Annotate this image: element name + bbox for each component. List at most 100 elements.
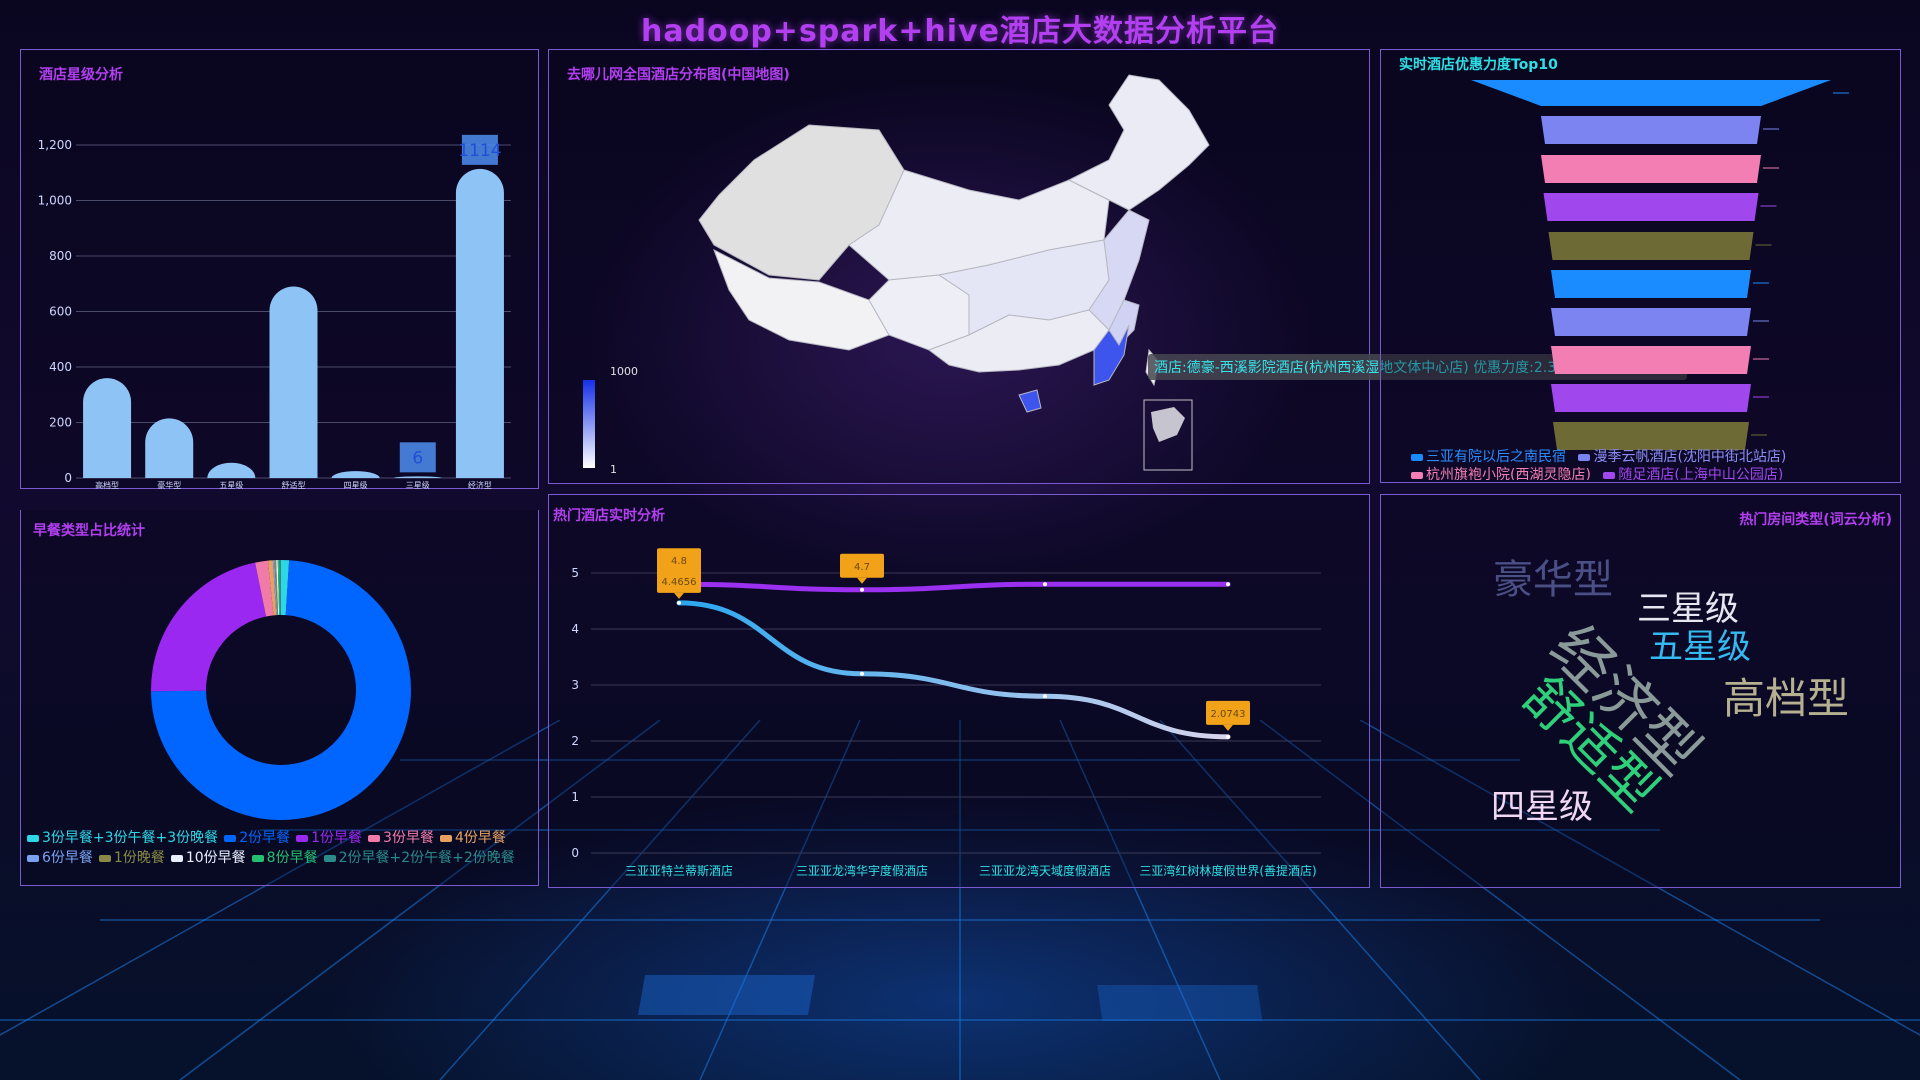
breakfast-legend-item[interactable]: 8份早餐: [251, 848, 318, 868]
china-map[interactable]: [549, 50, 1371, 485]
mark-point-label: 4.4656: [662, 577, 697, 588]
top10-legend-item[interactable]: 随足酒店(上海中山公园店): [1603, 466, 1783, 480]
y-tick-label: 800: [49, 249, 72, 263]
data-point: [1043, 582, 1047, 587]
funnel-segment: [1551, 346, 1751, 374]
breakfast-legend-item[interactable]: 2份早餐: [224, 828, 290, 848]
page-title: hadoop+spark+hive酒店大数据分析平台: [641, 14, 1279, 49]
rooms-panel-title: 热门房间类型(词云分析): [1739, 512, 1892, 528]
y-tick-label: 1,200: [38, 138, 72, 152]
x-tick-label: 经济型: [468, 480, 492, 490]
breakfast-legend-item[interactable]: 2份早餐+2份午餐+2份晚餐: [323, 848, 515, 868]
y-tick-label: 5: [571, 566, 579, 580]
data-point: [1043, 694, 1047, 699]
y-tick-label: 0: [64, 471, 72, 485]
x-tick-label: 三亚亚龙湾华宇度假酒店: [796, 863, 928, 878]
map-panel: 去哪儿网全国酒店分布图(中国地图) 1000 1: [548, 49, 1370, 484]
map-south-sea-inset: [1143, 399, 1193, 471]
donut-slice: [277, 560, 281, 616]
y-tick-label: 0: [571, 846, 579, 860]
map-region-west: [698, 124, 905, 281]
mark-point-box: [657, 548, 701, 573]
x-tick-label: 豪华型: [157, 480, 181, 490]
word-cloud-word[interactable]: 五星级: [1649, 627, 1751, 667]
donut-slice: [151, 560, 412, 820]
breakfast-legend-item[interactable]: 1份早餐: [296, 828, 362, 848]
y-tick-label: 400: [49, 360, 72, 374]
bar: [207, 462, 256, 478]
map-panel-title: 去哪儿网全国酒店分布图(中国地图): [567, 67, 790, 83]
map-region-hainan: [1018, 389, 1042, 413]
star-panel: 酒店星级分析 0 200 400 600 800 1,000 1,200 高档型 豪华型 五星级 舒…: [20, 49, 539, 490]
funnel-segment: [1551, 384, 1751, 412]
y-tick-label: 4: [571, 622, 579, 636]
map-region-sichuan: [868, 274, 970, 351]
hot-panel-title: 热门酒店实时分析: [553, 508, 665, 524]
data-point: [860, 587, 864, 592]
top10-panel-title: 实时酒店优惠力度Top10: [1399, 57, 1558, 73]
map-region-fujian: [1093, 324, 1130, 386]
mark-point-box: [840, 553, 884, 578]
breakfast-legend-item[interactable]: 6份早餐: [27, 848, 93, 868]
donut-slice: [267, 560, 277, 616]
map-region-tibet: [713, 248, 890, 351]
bar: [269, 286, 318, 478]
breakfast-panel-title: 早餐类型占比统计: [33, 523, 145, 539]
funnel-segment: [1553, 422, 1749, 450]
mark-point-pointer: [1223, 724, 1233, 731]
breakfast-legend-item[interactable]: 4份早餐: [439, 828, 506, 848]
y-tick-label: 1: [571, 790, 579, 804]
breakfast-legend-item[interactable]: 10份早餐: [170, 848, 246, 868]
mark-point-label: 4.7: [854, 562, 870, 573]
visualmap-max-label: 1000: [610, 365, 638, 378]
top10-panel: 实时酒店优惠力度Top10 三亚有院以后之南民宿 漫季云帆酒店(沈阳中街北站店)…: [1380, 49, 1901, 483]
top10-legend-item[interactable]: 漫季云帆酒店(沈阳中街北站店): [1578, 448, 1786, 466]
funnel-segment: [1551, 308, 1751, 336]
mark-point-label: 2.0743: [1211, 709, 1246, 720]
breakfast-legend: 3份早餐+3份午餐+3份晚餐 2份早餐 1份早餐 3份早餐 4份早餐 6份早餐 1份晚餐 10…: [27, 828, 542, 868]
x-tick-label: 三亚亚龙湾天域度假酒店: [979, 863, 1111, 878]
breakfast-legend-item[interactable]: 3份早餐: [368, 828, 434, 848]
funnel-segment: [1543, 193, 1759, 221]
bar: [455, 168, 504, 479]
top10-legend-item[interactable]: 杭州旗袍小院(西湖灵隐店): [1411, 466, 1591, 480]
top10-legend-item[interactable]: 三亚有院以后之南民宿: [1411, 448, 1566, 466]
word-cloud-word[interactable]: 四星级: [1491, 787, 1593, 827]
donut-slice: [276, 560, 280, 616]
breakfast-legend-item[interactable]: 3份早餐+3份午餐+3份晚餐: [27, 828, 218, 848]
x-tick-label: 五星级: [219, 480, 243, 490]
mark-point-label: 4.8: [671, 556, 687, 567]
background-grid-floor: [0, 720, 1920, 1080]
top10-funnel-chart: [1471, 80, 1849, 450]
map-region-northeast: [1067, 74, 1210, 211]
visualmap-min-label: 1: [610, 463, 617, 476]
breakfast-panel: 早餐类型占比统计 3份早餐+3份午餐+3份晚餐 2份早餐 1份早餐 3份早餐 4份早餐 6…: [20, 510, 539, 886]
donut-slice: [279, 560, 281, 616]
donut-slice: [255, 560, 274, 617]
funnel-segment: [1548, 232, 1754, 260]
visualmap-bar: [583, 380, 595, 468]
word-cloud-word[interactable]: 三星级: [1637, 589, 1739, 629]
star-panel-title: 酒店星级分析: [39, 67, 123, 83]
series-line: [676, 581, 1231, 593]
donut-slice: [272, 560, 278, 616]
word-cloud-word[interactable]: 豪华型: [1493, 557, 1613, 603]
series-line: [676, 600, 1231, 740]
word-cloud-word[interactable]: 高档型: [1723, 674, 1850, 723]
bar: [331, 471, 380, 478]
funnel-segment: [1541, 155, 1761, 183]
x-tick-label: 三星级: [406, 480, 430, 490]
data-label-box: [461, 134, 498, 165]
top10-legend: 三亚有院以后之南民宿 漫季云帆酒店(沈阳中街北站店) 杭州旗袍小院(西湖灵隐店)…: [1411, 448, 1891, 480]
y-tick-label: 1,000: [38, 194, 72, 208]
data-label-box: [399, 442, 436, 473]
data-point: [1226, 734, 1230, 739]
x-tick-label: 三亚湾红树林度假世界(善提酒店): [1139, 863, 1316, 878]
mark-point-box: [657, 568, 701, 593]
data-point: [677, 600, 681, 605]
x-tick-label: 四星级: [344, 480, 368, 490]
x-tick-label: 三亚亚特兰蒂斯酒店: [625, 863, 733, 878]
y-tick-label: 3: [571, 678, 579, 692]
breakfast-legend-item[interactable]: 1份晚餐: [98, 848, 165, 868]
bar: [83, 378, 132, 478]
